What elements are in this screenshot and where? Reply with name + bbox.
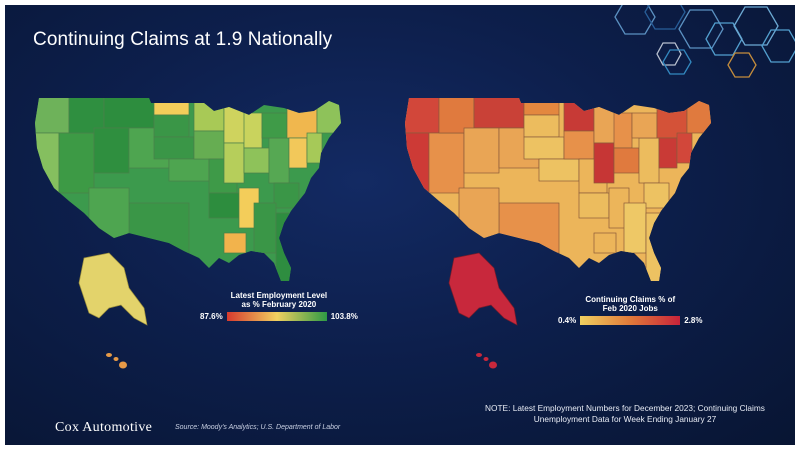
claims-legend-bar: [580, 316, 681, 325]
employment-legend: Latest Employment Level as % February 20…: [200, 291, 358, 321]
alaska-shape: [448, 252, 518, 326]
data-note-line1: NOTE: Latest Employment Numbers for Dece…: [485, 403, 765, 413]
claims-legend: Continuing Claims % of Feb 2020 Jobs 0.4…: [558, 295, 702, 325]
slide-title: Continuing Claims at 1.9 Nationally: [33, 29, 333, 50]
alaska-shape: [78, 252, 148, 326]
claims-legend-title-line2: Feb 2020 Jobs: [602, 304, 658, 313]
employment-legend-title: Latest Employment Level as % February 20…: [200, 291, 358, 309]
claims-legend-title: Continuing Claims % of Feb 2020 Jobs: [558, 295, 702, 313]
data-note-line2: Unemployment Data for Week Ending Januar…: [533, 414, 717, 424]
employment-legend-title-line1: Latest Employment Level: [230, 291, 328, 300]
source-note: Source: Moody's Analytics; U.S. Departme…: [175, 424, 341, 431]
claims-legend-title-line1: Continuing Claims % of: [585, 295, 676, 304]
data-note: NOTE: Latest Employment Numbers for Dece…: [475, 403, 775, 425]
employment-legend-scale: 87.6% 103.8%: [200, 312, 358, 321]
slide: Continuing Claims at 1.9 Nationally: [5, 5, 795, 445]
employment-legend-title-line2: as % February 2020: [241, 300, 317, 309]
claims-legend-scale: 0.4% 2.8%: [558, 316, 702, 325]
employment-legend-max: 103.8%: [330, 312, 358, 321]
cox-automotive-logo: Cox Automotive: [55, 420, 153, 435]
claims-legend-min: 0.4%: [558, 316, 577, 325]
hexagon-decoration-icon: [614, 5, 795, 78]
employment-level-map: [35, 98, 341, 369]
continuing-claims-map: [405, 98, 711, 369]
employment-legend-min: 87.6%: [200, 312, 223, 321]
employment-legend-bar: [226, 312, 327, 321]
claims-legend-max: 2.8%: [684, 316, 703, 325]
